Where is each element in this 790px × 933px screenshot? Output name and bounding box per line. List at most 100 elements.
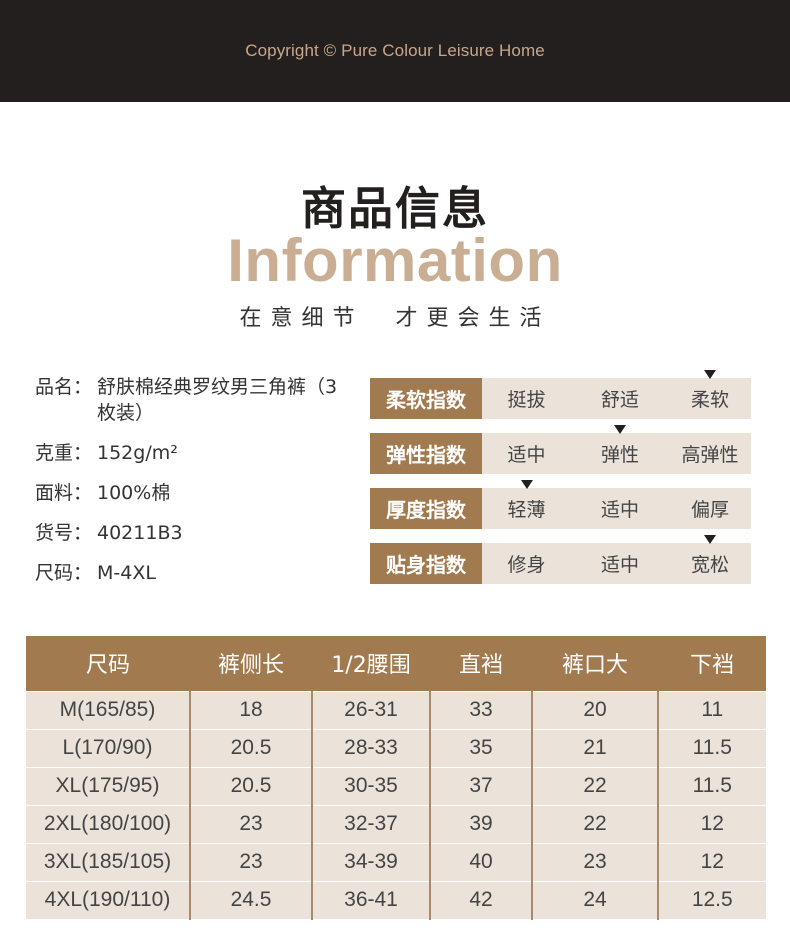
table-row: 3XL(185/105) 23 34-39 40 23 12 [26,842,767,882]
info-row-sku: 货号： 40211B3 [35,520,355,546]
table-cell: 37 [429,766,533,806]
table-cell: 26-31 [311,690,431,730]
table-cell: M(165/85) [26,690,191,730]
info-value: 舒肤棉经典罗纹男三角裤（3枚装） [97,376,338,424]
table-cell: 2XL(180/100) [26,804,191,844]
table-cell: L(170/90) [26,728,191,768]
index-options: 轻薄 适中 偏厚 [482,488,751,529]
table-cell: 20.5 [189,766,313,806]
selected-marker-icon [704,370,716,379]
info-row-size: 尺码： M-4XL [35,560,355,586]
info-value: 40211B3 [97,522,183,544]
info-row-fabric: 面料： 100%棉 [35,480,355,506]
info-row-name: 品名： 舒肤棉经典罗纹男三角裤（3枚装） [35,374,355,426]
table-cell: 35 [429,728,533,768]
index-elasticity: 弹性指数 适中 弹性 高弹性 [370,425,751,474]
product-info-list: 品名： 舒肤棉经典罗纹男三角裤（3枚装） 克重： 152g/m² 面料： 100… [35,374,355,600]
table-cell: 22 [531,766,659,806]
index-option: 适中 [600,499,639,521]
index-softness: 柔软指数 挺拔 舒适 柔软 [370,370,751,419]
table-header-cell: 尺码 [26,636,190,691]
index-option: 偏厚 [690,499,729,521]
index-option: 舒适 [600,389,639,411]
table-row: L(170/90) 20.5 28-33 35 21 11.5 [26,728,767,768]
index-label: 厚度指数 [370,488,482,529]
section-subtitle: 在意细节 才更会生活 [239,306,551,331]
table-cell: 23 [531,842,659,882]
selected-marker-icon [520,480,533,489]
table-header-row: 尺码 裤侧长 1/2腰围 直裆 裤口大 下裆 [26,636,766,691]
section-title-en: Information [227,227,563,294]
index-options: 修身 适中 宽松 [482,543,751,584]
table-header-cell: 裤侧长 [190,636,312,691]
indices-panel: 柔软指数 挺拔 舒适 柔软 弹性指数 适中 弹性 高弹性 厚度指数 轻薄 适中 … [370,370,751,598]
index-option: 适中 [507,444,546,466]
table-header-cell: 裤口大 [532,636,658,691]
table-cell: 40 [429,842,533,882]
table-row: 4XL(190/110) 24.5 36-41 42 24 12.5 [26,880,767,920]
table-cell: 42 [429,880,533,920]
info-key: 货号： [35,522,93,544]
table-row: M(165/85) 18 26-31 33 20 11 [26,690,767,730]
table-cell: 11 [657,690,767,730]
index-options: 适中 弹性 高弹性 [482,433,751,474]
info-key: 品名： [35,376,93,398]
index-option: 宽松 [690,554,729,576]
table-cell: 32-37 [311,804,431,844]
table-cell: 20.5 [189,728,313,768]
selected-marker-icon [704,535,716,544]
table-header-cell: 1/2腰围 [312,636,430,691]
table-cell: 24 [531,880,659,920]
table-cell: 34-39 [311,842,431,882]
info-value: 100%棉 [97,482,171,504]
section-title-cn: 商品信息 [300,182,489,235]
info-key: 面料： [35,482,93,504]
table-cell: 20 [531,690,659,730]
index-label: 柔软指数 [370,378,482,419]
index-thickness: 厚度指数 轻薄 适中 偏厚 [370,480,751,529]
info-key: 尺码： [35,562,93,584]
table-row: 2XL(180/100) 23 32-37 39 22 12 [26,804,767,844]
index-label: 贴身指数 [370,543,482,584]
table-cell: 12 [657,842,767,882]
table-row: XL(175/95) 20.5 30-35 37 22 11.5 [26,766,767,806]
info-value: M-4XL [97,562,156,584]
table-cell: 11.5 [657,766,767,806]
index-option: 修身 [507,554,546,576]
info-key: 克重： [35,442,93,464]
table-cell: 24.5 [189,880,313,920]
table-cell: 4XL(190/110) [26,880,191,920]
table-cell: 22 [531,804,659,844]
info-row-weight: 克重： 152g/m² [35,440,355,466]
table-cell: 12 [657,804,767,844]
info-value: 152g/m² [97,442,178,464]
table-cell: 39 [429,804,533,844]
index-options: 挺拔 舒适 柔软 [482,378,751,419]
table-cell: 12.5 [657,880,767,920]
copyright-bar: Copyright © Pure Colour Leisure Home [0,0,790,102]
index-option: 弹性 [600,444,639,466]
index-fit: 贴身指数 修身 适中 宽松 [370,535,751,584]
table-cell: XL(175/95) [26,766,191,806]
copyright-text: Copyright © Pure Colour Leisure Home [245,41,545,60]
table-cell: 36-41 [311,880,431,920]
index-option: 柔软 [690,389,729,411]
table-header-cell: 直裆 [430,636,532,691]
selected-marker-icon [614,425,626,434]
table-body: M(165/85) 18 26-31 33 20 11 L(170/90) 20.5 28-33… [26,690,767,920]
table-cell: 28-33 [311,728,431,768]
index-label: 弹性指数 [370,433,482,474]
table-cell: 18 [189,690,313,730]
size-chart-table: 尺码 裤侧长 1/2腰围 直裆 裤口大 下裆 M(165/85) 18 26-31 3… [26,636,767,920]
index-option: 适中 [600,554,639,576]
index-option: 轻薄 [507,499,546,521]
table-cell: 33 [429,690,533,730]
table-cell: 23 [189,842,313,882]
table-cell: 3XL(185/105) [26,842,191,882]
index-option: 高弹性 [681,444,739,466]
table-cell: 21 [531,728,659,768]
table-cell: 11.5 [657,728,767,768]
table-cell: 30-35 [311,766,431,806]
index-option: 挺拔 [507,389,546,411]
table-header-cell: 下裆 [658,636,766,691]
